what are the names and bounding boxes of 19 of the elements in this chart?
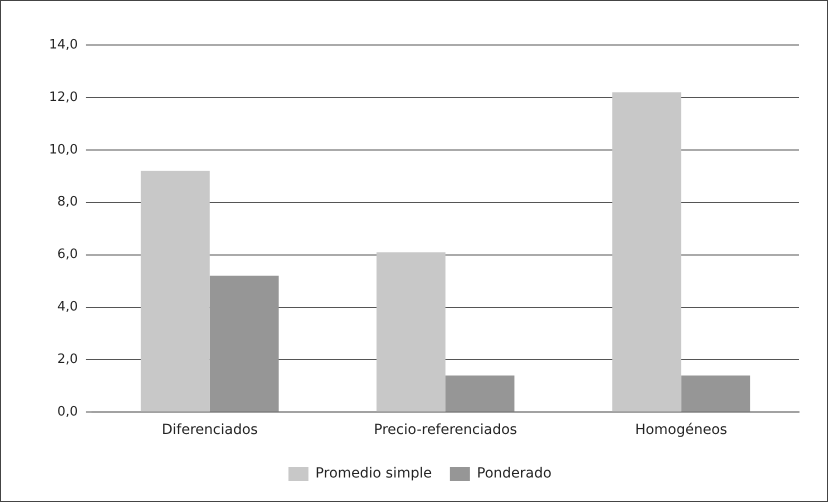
y-tick-label: 14,0 [48,37,78,52]
bar [210,276,279,412]
y-tick-label: 10,0 [48,142,78,158]
y-tick-label: 2,0 [57,352,78,368]
x-tick-label: Homogéneos [635,422,728,438]
bar [612,92,682,412]
y-tick-label: 4,0 [57,300,78,315]
bar [445,375,514,412]
y-tick-label: 6,0 [57,247,78,262]
y-tick-label: 12,0 [48,90,78,105]
x-tick-label: Diferenciados [162,422,258,438]
legend-label: Ponderado [476,466,552,482]
bar [681,375,750,412]
bar [140,170,210,412]
y-tick-label: 8,0 [57,194,78,210]
x-tick-label: Precio-referenciados [374,422,518,438]
bar [376,252,446,412]
legend-label: Promedio simple [315,466,432,482]
y-tick-label: 0,0 [57,404,78,420]
